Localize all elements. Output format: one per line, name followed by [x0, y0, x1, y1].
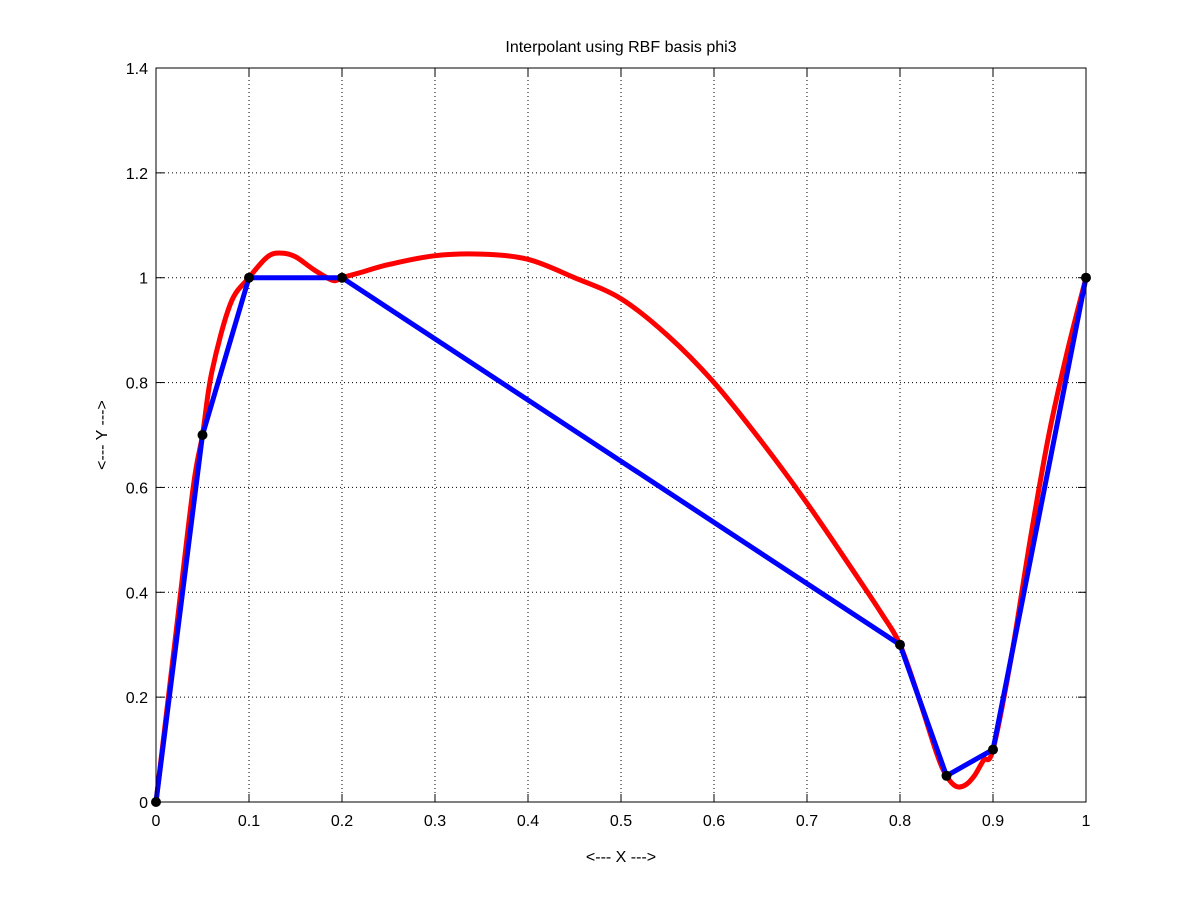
data-points [151, 272, 1091, 807]
x-tick-labels: 0 0.1 0.2 0.3 0.4 0.5 0.6 0.7 0.8 0.9 1 [152, 813, 1091, 830]
x-axis-label: <--- X ---> [586, 849, 656, 866]
series-line-piecewise [153, 275, 1089, 805]
y-tick-label: 1 [139, 271, 148, 288]
x-tick-label: 0.6 [703, 813, 725, 830]
y-tick-label: 0 [139, 795, 148, 812]
y-tick-label: 0.8 [126, 376, 148, 393]
x-tick-label: 1 [1082, 813, 1091, 830]
x-tick-label: 0.9 [982, 813, 1004, 830]
data-point-marker [337, 272, 347, 283]
y-tick-labels: 0 0.2 0.4 0.6 0.8 1 1.2 1.4 [126, 61, 148, 812]
x-tick-label: 0.8 [889, 813, 911, 830]
x-tick-label: 0.3 [424, 813, 446, 830]
y-axis-label: <--- Y ---> [94, 400, 111, 470]
x-tick-label: 0.5 [610, 813, 632, 830]
x-tick-label: 0.7 [796, 813, 818, 830]
data-point-marker [244, 272, 254, 283]
x-tick-label: 0.1 [238, 813, 260, 830]
x-tick-label: 0 [152, 813, 161, 830]
x-tick-label: 0.2 [331, 813, 353, 830]
y-tick-label: 0.2 [126, 690, 148, 707]
data-point-marker [895, 639, 905, 650]
y-tick-label: 1.4 [126, 61, 148, 78]
data-point-marker [197, 430, 208, 440]
y-tick-label: 1.2 [126, 166, 148, 183]
chart-title: Interpolant using RBF basis phi3 [505, 39, 736, 56]
y-tick-label: 0.6 [126, 480, 148, 497]
data-point-marker [941, 770, 952, 781]
data-point-marker [988, 744, 998, 755]
axis-ticks [155, 67, 1087, 803]
grid-lines [156, 68, 1086, 802]
x-tick-label: 0.4 [517, 813, 539, 830]
y-tick-label: 0.4 [126, 585, 148, 602]
